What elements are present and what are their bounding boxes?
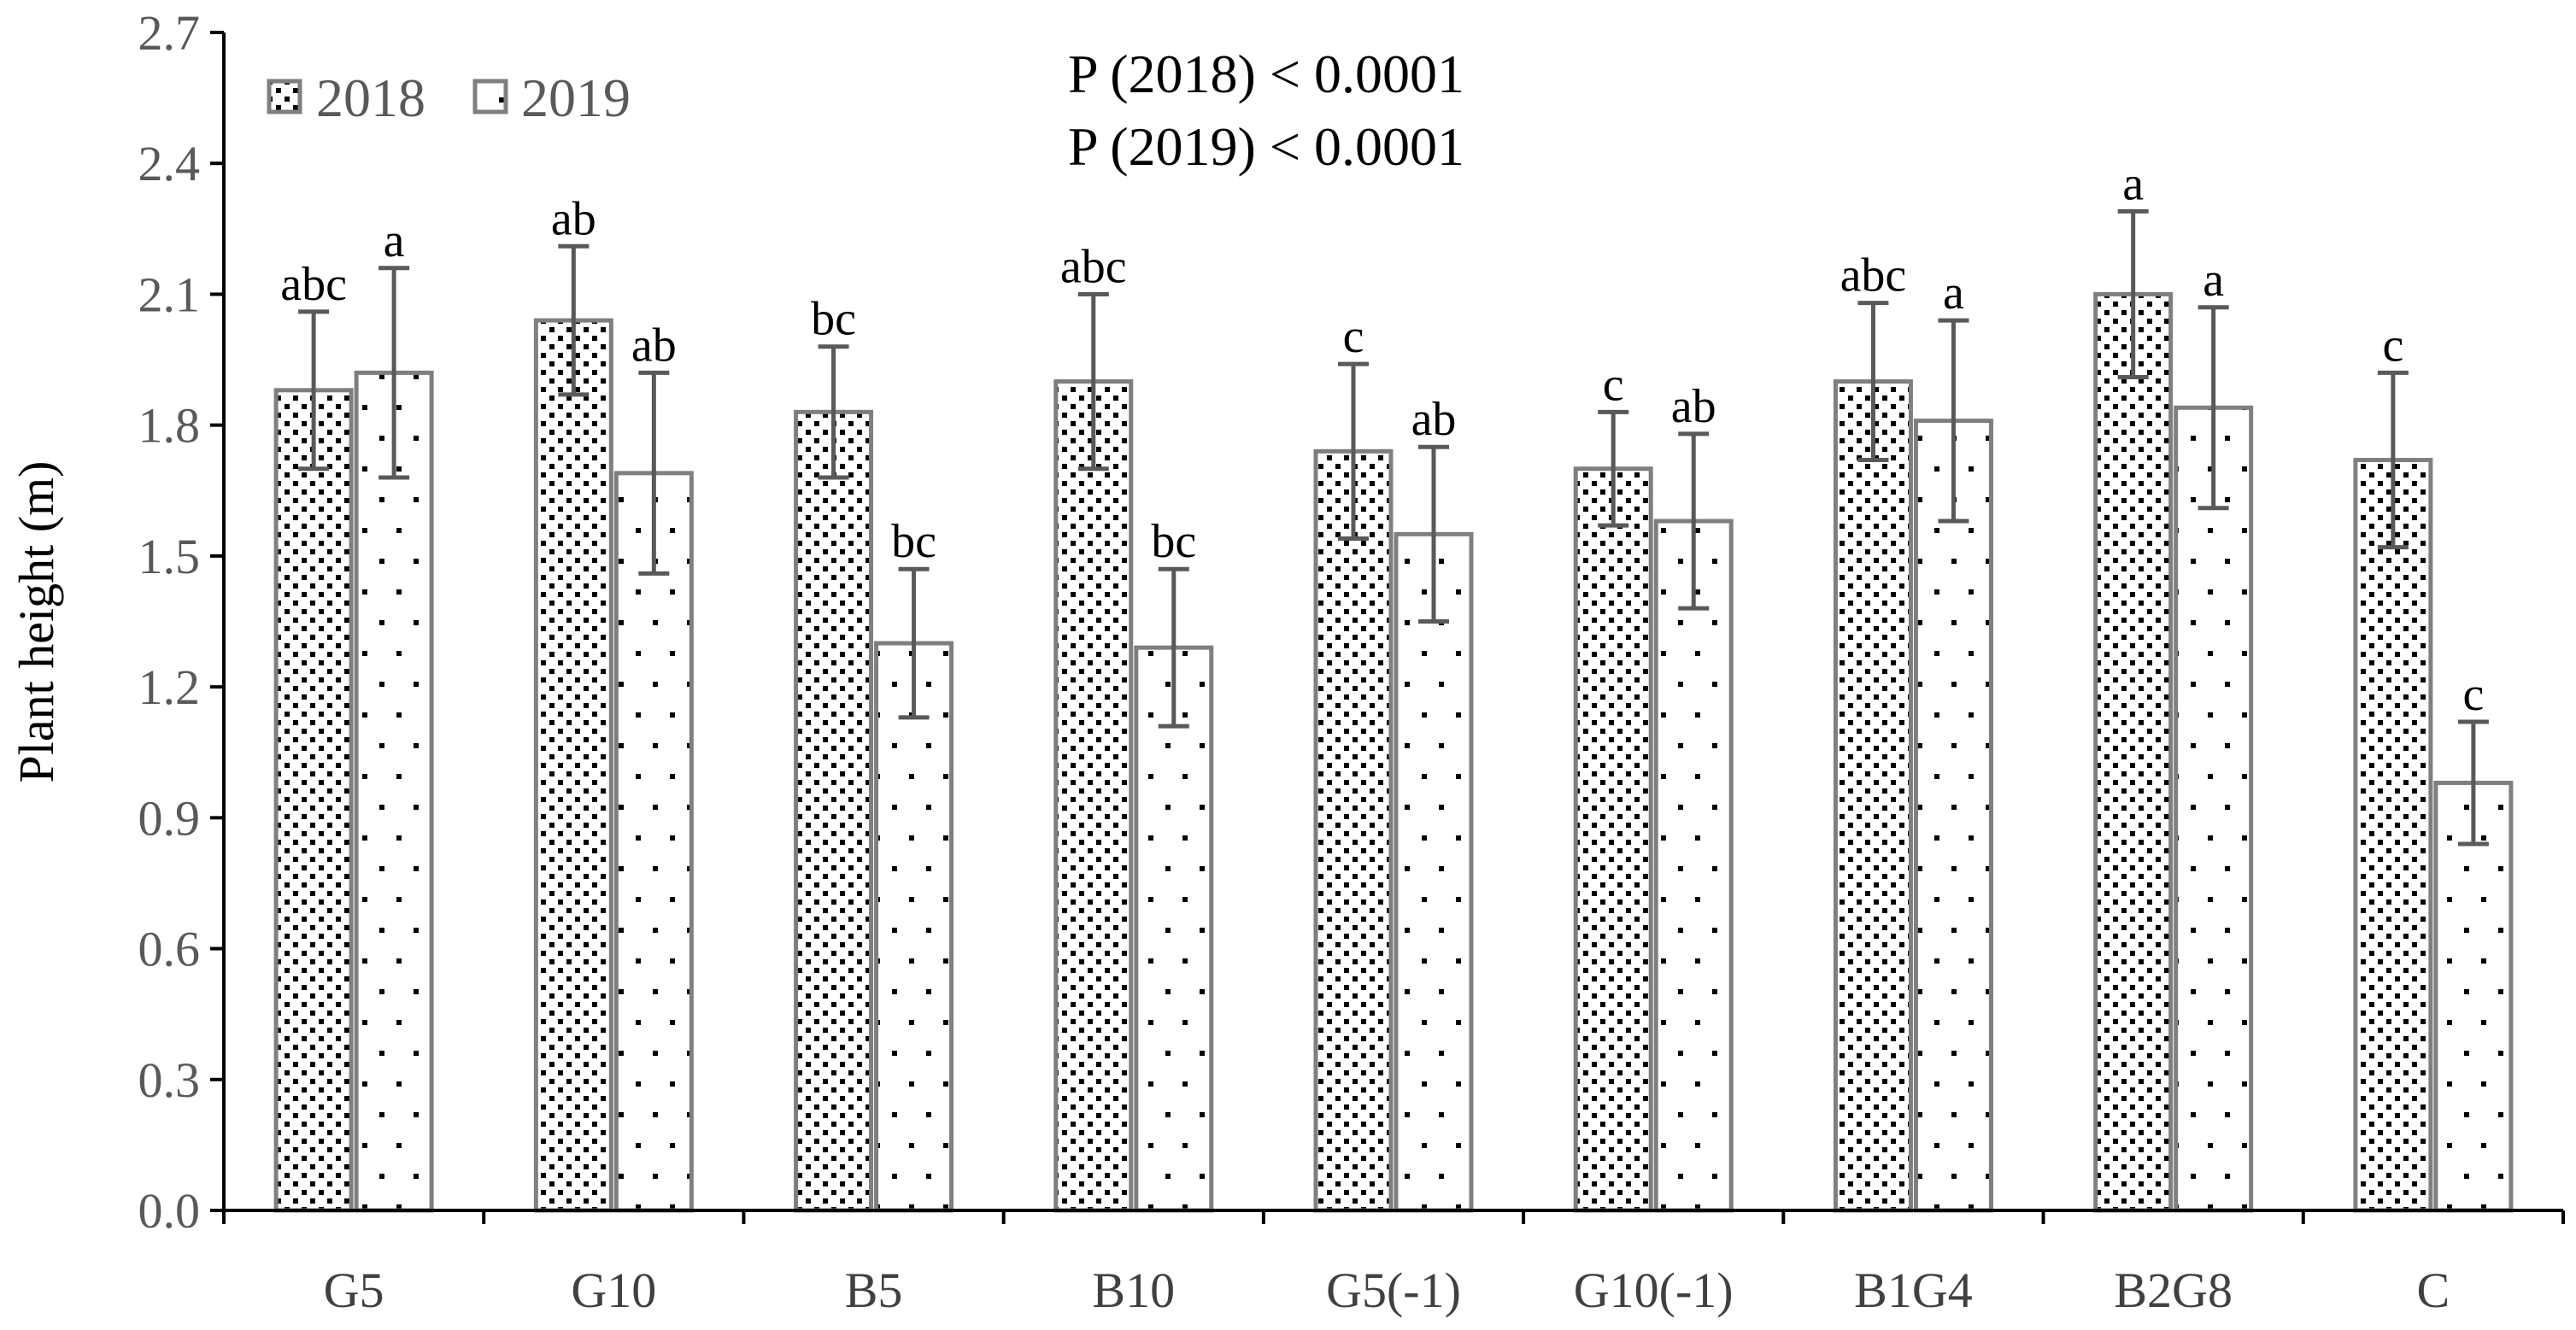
x-tick-label: G5 [324,1263,384,1318]
significance-label: abc [280,258,347,311]
significance-label: c [2462,668,2484,721]
bar-2018-G5 [273,388,354,1213]
y-tick-label: 1.5 [138,529,201,584]
y-tick-label: 1.8 [138,398,201,454]
bar-2019-G5 [354,370,434,1213]
legend-label-2019: 2019 [521,67,631,128]
bar-2018-G10 [533,318,613,1213]
bar-2018-B5 [794,409,874,1213]
bar-2018-C [2353,458,2433,1213]
y-tick-label: 0.9 [138,790,201,846]
y-axis-title: Plant height (m) [9,461,64,783]
x-tick-label: B1G4 [1854,1263,1973,1318]
significance-label: abc [1060,240,1127,293]
bar-2019-B2G8 [2174,405,2254,1213]
significance-label: c [2382,319,2403,372]
y-tick-label: 2.4 [138,136,201,191]
bar-2019-B10 [1134,645,1214,1213]
significance-label: ab [1411,393,1457,446]
significance-label: bc [1151,515,1196,568]
legend-swatch-2019 [472,79,508,114]
x-tick-label: G10 [571,1263,656,1318]
bar-2018-G5(-1) [1313,448,1394,1213]
bar-2019-G10 [613,471,694,1213]
x-tick-label: B5 [845,1263,903,1318]
x-tick-label: C [2417,1263,2450,1318]
significance-label: c [1343,310,1364,363]
significance-label: c [1603,358,1624,411]
p-value-2018: P (2018) < 0.0001 [1068,44,1464,104]
bar-2018-G10(-1) [1573,466,1653,1213]
y-tick-label: 0.3 [138,1052,201,1108]
legend: 2018 2019 [267,67,631,128]
y-tick-label: 0.0 [138,1183,201,1239]
significance-label: bc [891,515,936,568]
x-tick-label: G10(-1) [1574,1263,1734,1318]
y-tick-label: 2.1 [138,267,201,322]
p-value-2019: P (2019) < 0.0001 [1068,116,1464,177]
significance-label: a [1943,267,1964,319]
significance-label: a [2122,157,2144,210]
bar-2019-B5 [874,641,954,1213]
significance-label: ab [1671,380,1716,433]
bars [273,291,2514,1213]
significance-label: ab [551,192,596,245]
error-bars [298,208,2489,847]
y-tick-label: 1.2 [138,659,201,715]
bar-2018-B2G8 [2093,291,2174,1213]
x-tick-label: G5(-1) [1326,1263,1461,1318]
significance-label: a [2203,254,2224,307]
significance-label: bc [811,293,856,346]
bar-2019-C [2433,780,2514,1213]
x-axis-ticks: G5 G10 B5 B10 G5(-1) G10(-1) B1G4 B2G8 C [222,1210,2565,1318]
bar-2018-B10 [1053,379,1134,1213]
y-tick-label: 2.7 [138,5,201,61]
significance-label: ab [631,319,677,372]
legend-label-2018: 2018 [316,67,425,128]
bar-2019-G5(-1) [1394,531,1474,1213]
x-tick-label: B10 [1092,1263,1175,1318]
y-tick-label: 0.6 [138,922,201,977]
y-axis-ticks: 0.0 0.3 0.6 0.9 1.2 1.5 1.8 2.1 2.4 2.7 [138,5,224,1239]
legend-swatch-2018 [267,79,302,114]
bar-2019-G10(-1) [1653,519,1734,1213]
significance-label: a [384,214,405,267]
bar-2018-B1G4 [1833,379,1913,1213]
bar-2019-B1G4 [1913,419,1993,1213]
significance-label: abc [1840,249,1907,302]
x-tick-label: B2G8 [2114,1263,2233,1318]
